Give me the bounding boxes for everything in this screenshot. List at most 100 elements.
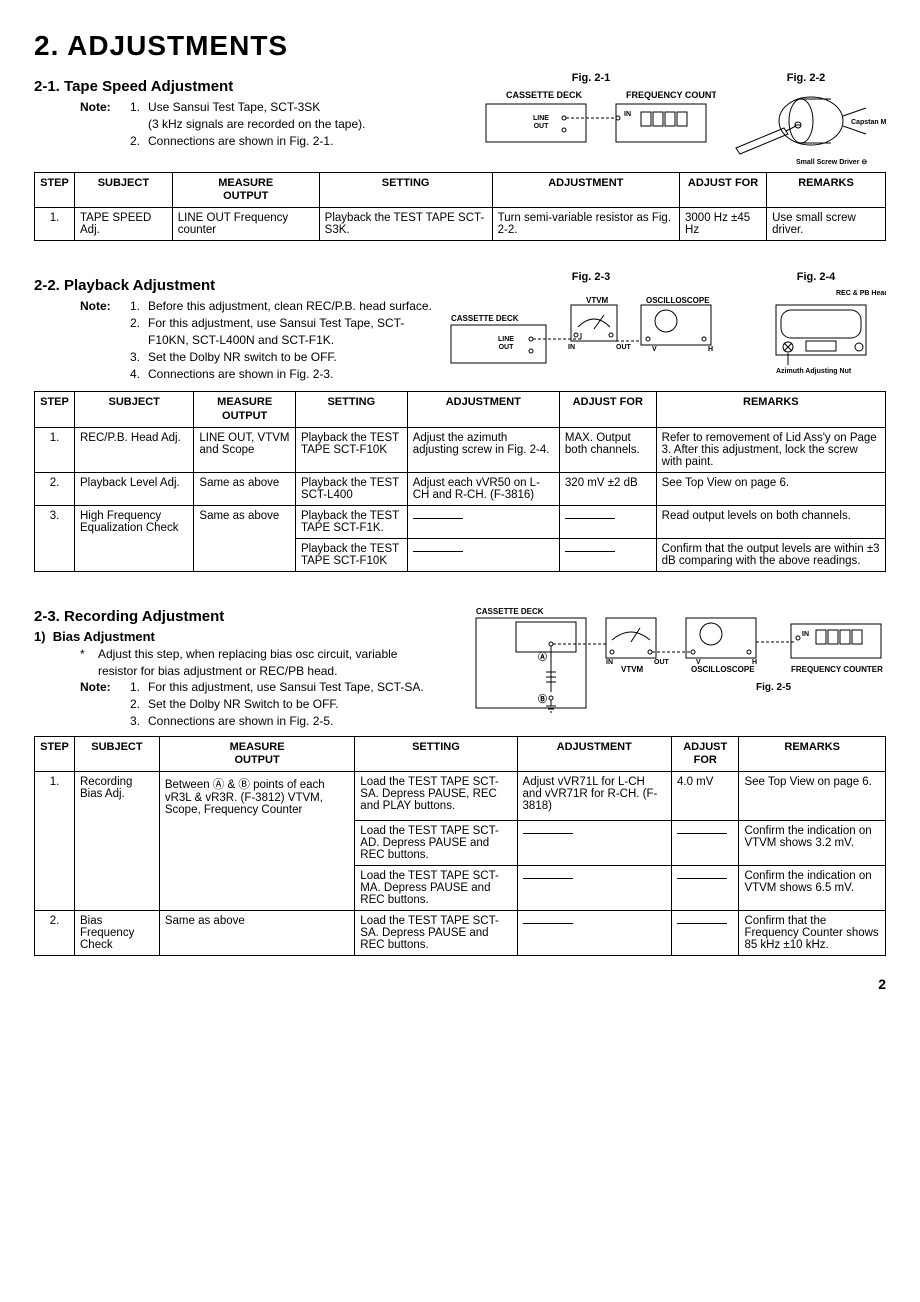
heading-2-2: 2-2. Playback Adjustment — [34, 277, 434, 294]
svg-text:OUT: OUT — [616, 344, 632, 351]
svg-text:OUT: OUT — [534, 123, 550, 130]
th-step: STEP — [35, 173, 75, 208]
th-remarks: REMARKS — [767, 173, 886, 208]
cell: 3. — [35, 505, 75, 538]
table-row: 2. Playback Level Adj. Same as above Pla… — [35, 472, 886, 505]
svg-text:H: H — [752, 659, 757, 666]
svg-text:VTVM: VTVM — [586, 296, 609, 305]
svg-text:Ⓐ: Ⓐ — [538, 651, 547, 662]
svg-text:OUT: OUT — [654, 659, 670, 666]
cell: Load the TEST TAPE SCT-SA. Depress PAUSE… — [355, 772, 517, 821]
table-row: 1. TAPE SPEED Adj. LINE OUT Frequency co… — [35, 208, 886, 241]
note-text: For this adjustment, use Sansui Test Tap… — [148, 679, 434, 696]
cell — [517, 910, 671, 955]
th: ADJUST FOR — [671, 736, 738, 771]
fig-2-2-svg: Capstan Motor Small Screw Driver ⊖ — [726, 86, 886, 166]
fig-title: Fig. 2-4 — [746, 271, 886, 283]
figure-2-2: Fig. 2-2 Capstan Motor Small Screw Drive… — [726, 72, 886, 166]
svg-text:FREQUENCY COUNTER: FREQUENCY COUNTER — [791, 665, 883, 674]
cell: 1. — [35, 427, 75, 472]
cell: 3000 Hz ±45 Hz — [680, 208, 767, 241]
fig-2-5-svg: CASSETTE DECK Ⓐ Ⓑ VTVM — [456, 602, 886, 722]
svg-text:Ⓑ: Ⓑ — [538, 693, 547, 704]
note-text: Connections are shown in Fig. 2-3. — [148, 366, 434, 383]
note-text: For this adjustment, use Sansui Test Tap… — [148, 315, 434, 349]
figure-2-1: Fig. 2-1 CASSETTE DECK FREQUENCY COUNTER… — [466, 72, 716, 156]
note-num: 2. — [130, 696, 148, 713]
figure-2-5: CASSETTE DECK Ⓐ Ⓑ VTVM — [456, 602, 886, 722]
cell: REC/P.B. Head Adj. — [75, 427, 194, 472]
table-row: 2. Bias Frequency Check Same as above Lo… — [35, 910, 886, 955]
note-sub: (3 kHz signals are recorded on the tape)… — [148, 116, 434, 133]
th-adjust-for: ADJUST FOR — [680, 173, 767, 208]
cell: High Frequency Equalization Check — [75, 505, 194, 538]
cell — [35, 538, 75, 571]
figure-2-4: Fig. 2-4 REC & PB Head Azimuth Adjusting… — [746, 271, 886, 385]
svg-text:Small Screw Driver ⊖: Small Screw Driver ⊖ — [796, 159, 867, 166]
note-text: Connections are shown in Fig. 2-5. — [148, 713, 434, 730]
svg-text:OSCILLOSCOPE: OSCILLOSCOPE — [691, 665, 755, 674]
cell: Same as above — [194, 472, 296, 505]
table-2-1: STEP SUBJECT MEASURE OUTPUT SETTING ADJU… — [34, 172, 886, 241]
cell: Read output levels on both channels. — [656, 505, 885, 538]
cell: Confirm that the Frequency Counter shows… — [739, 910, 886, 955]
cell: Load the TEST TAPE SCT-AD. Depress PAUSE… — [355, 820, 517, 865]
note-label: Note: — [80, 298, 130, 315]
cell — [35, 865, 75, 910]
cell — [75, 538, 194, 571]
cell — [671, 865, 738, 910]
cell: Adjust each vVR50 on L-CH and R-CH. (F-3… — [407, 472, 559, 505]
cell — [407, 505, 559, 538]
table-2-2: STEP SUBJECT MEASURE OUTPUT SETTING ADJU… — [34, 391, 886, 571]
cell: 320 mV ±2 dB — [559, 472, 656, 505]
cell: Confirm the indication on VTVM shows 3.2… — [739, 820, 886, 865]
note-num: 1. — [130, 679, 148, 696]
cell: 1. — [35, 772, 75, 821]
svg-text:IN: IN — [624, 111, 631, 118]
cell — [671, 820, 738, 865]
svg-text:VTVM: VTVM — [621, 665, 644, 674]
cell: Playback the TEST TAPE SCT-F1K. — [295, 505, 407, 538]
note-num: 1. — [130, 99, 148, 116]
cell: TAPE SPEED Adj. — [75, 208, 173, 241]
svg-text:CASSETTE DECK: CASSETTE DECK — [506, 90, 583, 100]
svg-text:LINE: LINE — [533, 115, 549, 122]
note-num: 1. — [130, 298, 148, 315]
svg-text:V: V — [652, 346, 657, 353]
note-label: Note: — [80, 679, 130, 696]
th-measure: MEASURE OUTPUT — [172, 173, 319, 208]
fig-title: Fig. 2-3 — [446, 271, 736, 283]
th: SETTING — [295, 392, 407, 427]
th: SUBJECT — [75, 736, 160, 771]
table-row: 3. High Frequency Equalization Check Sam… — [35, 505, 886, 538]
th: ADJUST FOR — [559, 392, 656, 427]
note-text: Set the Dolby NR Switch to be OFF. — [148, 696, 434, 713]
cell: LINE OUT Frequency counter — [172, 208, 319, 241]
cell: Playback the TEST TAPE SCT-F10K — [295, 538, 407, 571]
cell: 2. — [35, 472, 75, 505]
star-icon: * — [80, 646, 98, 680]
th: REMARKS — [739, 736, 886, 771]
cell: Use small screw driver. — [767, 208, 886, 241]
note-num: 2. — [130, 315, 148, 349]
cell: Adjust vVR71L for L-CH and vVR71R for R-… — [517, 772, 671, 821]
table-row: 1. REC/P.B. Head Adj. LINE OUT, VTVM and… — [35, 427, 886, 472]
note-num: 3. — [130, 349, 148, 366]
cell — [559, 538, 656, 571]
note-num: 4. — [130, 366, 148, 383]
cell: Playback the TEST TAPE SCT-S3K. — [319, 208, 492, 241]
th: ADJUSTMENT — [407, 392, 559, 427]
cell: Playback the TEST TAPE SCT-F10K — [295, 427, 407, 472]
cell: Confirm the indication on VTVM shows 6.5… — [739, 865, 886, 910]
subheading-bias: 1) Bias Adjustment — [34, 629, 434, 644]
cell — [559, 505, 656, 538]
th: STEP — [35, 736, 75, 771]
cell — [407, 538, 559, 571]
th: SUBJECT — [75, 392, 194, 427]
note-label: Note: — [80, 99, 130, 116]
th: REMARKS — [656, 392, 885, 427]
note-text: Set the Dolby NR switch to be OFF. — [148, 349, 434, 366]
cell: Playback Level Adj. — [75, 472, 194, 505]
cell — [159, 820, 354, 865]
page-number: 2 — [34, 976, 886, 992]
